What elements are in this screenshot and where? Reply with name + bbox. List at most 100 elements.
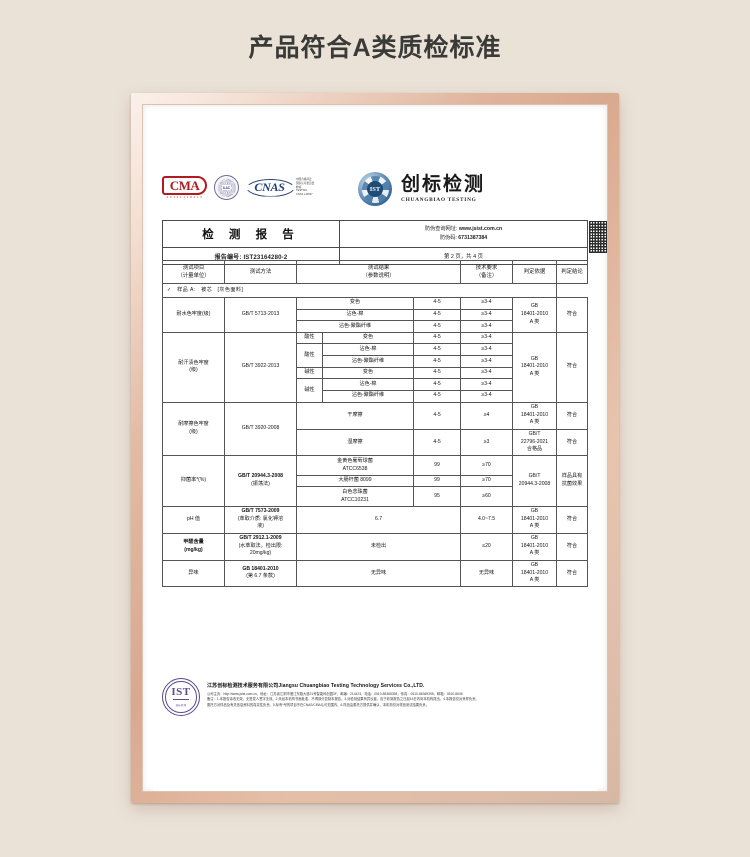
sample-label: ✓ 样品 A: 被芯 [灰色面料] [161,283,558,298]
cell-verdict: 符合 [556,532,588,561]
cma-number: 2 3 1 0 1 1 1 8 4 1 3 [166,196,203,199]
cell-side-label: 酸性 [296,343,323,368]
code-value: 6731387384 [458,235,488,241]
cell-method: GB/T 7573-2009 (萃取介质: 氯化钾溶 液) [224,505,297,534]
cell-result: 99 [412,474,462,488]
report-header-row-2: 报告编号: IST23164280-2 第 2 页，共 4 页 [163,247,587,264]
col-tech-requirement: 技术要求 （备注） [460,259,514,285]
cell-desc: 变色 [322,366,414,380]
page-title: 产品符合A类质检标准 [248,34,502,62]
table-row: 白色念珠菌 ATCC10231 95 ≥60 [163,486,588,507]
cell-result: 6.7 [295,505,462,534]
cnas-label: CNAS [254,180,285,194]
cell-desc: 沾色-棉 [322,378,414,391]
table-row: 耐水色牢度(级) GB/T 5713-2013 变色 4-5 ≥3-4 GB 1… [162,296,588,333]
ilac-label: ILAC [221,185,232,190]
cell-method: GB/T 3920-2008 [224,401,297,457]
picture-frame: CMA 2 3 1 0 1 1 1 8 4 1 3 ILAC CNAS 中国合格… [131,93,619,803]
cell-item: pH 值 [162,505,225,534]
ist-seal-icon: IST 创标检测 [162,678,200,716]
footer-contact-line: 公司主页：http://www.jsist.com.cn，地址：江苏省江阴市澄江… [207,691,463,696]
seal-text: IST [171,686,191,699]
ist-brand: IST 创标检测 CHUANGBIAO TESTING [358,172,485,206]
ist-logo-icon: IST [358,172,392,206]
ist-mark-label: IST [367,181,383,197]
site-url[interactable]: www.jsist.com.cn [458,226,503,233]
anti-counterfeit-info: 防伪查询网址: www.jsist.com.cn 防伪码: 6731387384 [425,222,502,245]
report-header-box: 检 测 报 告 防伪查询网址: www.jsist.com.cn 防伪码: 67… [162,220,607,265]
cell-requirement: ≥3-4 [460,296,514,310]
cell-method: GB/T 2912.1-2009 (水萃取法。检出限: 20mg/kg) [224,532,297,561]
cell-basis: GB 18401-2010 A 类 [512,331,558,403]
footer-notes-line-2: 委托方对样品及有关信息资料的真实性负责。5.标有*号的项目不在CNAS/CMA认… [207,703,429,708]
cell-basis: GB 18401-2010 A 类 [512,559,558,588]
cnas-side-text: 中国合格评定 国家认可委员会 检验 TESTING CNAS L10547 [296,178,315,197]
footer-notes-line-1: 备注：1.本报告涂改无效，无签发人签字无效。2.未经本机构书面批准，不得部分复制… [207,697,479,702]
report-number: 报告编号: IST23164280-2 [214,254,288,261]
cell-result: 4-5 [412,378,462,391]
cell-desc: 大肠杆菌 8099 [296,474,414,488]
cnas-mark: CNAS [246,177,293,199]
cell-verdict: 符合 [556,331,588,403]
cell-requirement: ≥4 [460,401,514,430]
cell-requirement: ≥3-4 [460,308,514,322]
col-judgement-basis: 判定依据 [512,259,558,285]
table-row: 沾色-聚酯纤维 4-5 ≥3-4 [163,389,588,403]
cell-method: GB/T 3922-2013 [224,331,297,403]
cell-desc: 沾色-聚酯纤维 [322,389,414,403]
seal-subtext: 创标检测 [175,703,187,707]
report-no-cell: 报告编号: IST23164280-2 [163,248,339,264]
brand-name-cn: 创标检测 [401,173,486,195]
brand-name-en: CHUANGBIAO TESTING [401,197,477,204]
page-info: 第 2 页，共 4 页 [444,254,483,260]
qr-code-icon [589,221,607,253]
accreditation-marks: CMA 2 3 1 0 1 1 1 8 4 1 3 ILAC CNAS 中国合格… [162,175,314,200]
cell-result: 4-5 [412,343,462,357]
cell-requirement: ≥3-4 [460,355,514,368]
cell-result: 4-5 [412,401,462,430]
table-row: 耐摩擦色牢度 (级) GB/T 3920-2008 干摩擦 4-5 ≥4 GB … [162,401,588,457]
cell-result: 4-5 [412,428,462,457]
table-row: 抑菌率*(%) GB/T 20944.3-2008 (振荡法) 金黄色葡萄球菌 … [162,455,588,507]
cell-verdict: 样品具有 抗菌效果 [556,455,588,507]
cell-method: GB/T 5713-2013 [224,296,297,333]
cell-requirement: ≥60 [460,486,514,507]
cell-requirement: ≥70 [460,474,514,488]
cell-result: 4-5 [412,308,462,322]
cell-basis: GB/T 22796-2021 合格品 [512,428,558,457]
cell-side-label: 酸性 [296,331,323,345]
table-row: pH 值 GB/T 7573-2009 (萃取介质: 氯化钾溶 液) 6.7 4… [162,505,588,534]
table-row: 沾色-聚酯纤维 4-5 ≥3-4 [163,320,588,333]
cell-result: 95 [412,486,462,507]
sample-row: ✓ 样品 A: 被芯 [灰色面料] [161,283,588,298]
cell-desc: 变色 [322,331,414,345]
cell-desc: 变色 [296,296,414,310]
cell-side-label: 碱性 [296,366,323,380]
cell-requirement: ≤20 [460,532,514,561]
cell-desc: 金黄色葡萄球菌 ATCC6538 [296,455,414,476]
report-title: 检 测 报 告 [202,229,300,241]
cell-requirement: ≥3-4 [460,331,514,345]
cell-side-label: 碱性 [296,378,323,403]
cell-item: 甲醛含量 (mg/kg) [162,532,225,561]
page-info-cell: 第 2 页，共 4 页 [339,248,587,264]
cma-icon: CMA 2 3 1 0 1 1 1 8 4 1 3 [162,176,207,199]
col-test-item: 测试项目 （计量单位） [162,259,225,285]
seal-rule [173,699,189,701]
cell-basis: GB 18401-2010 A 类 [512,532,558,561]
logo-row: CMA 2 3 1 0 1 1 1 8 4 1 3 ILAC CNAS 中国合格… [162,172,588,214]
frame-mat: CMA 2 3 1 0 1 1 1 8 4 1 3 ILAC CNAS 中国合格… [142,104,608,792]
cell-item: 耐水色牢度(级) [162,296,225,333]
col-test-result: 测试结果 （参数说明） [295,259,462,285]
table-row: 耐汗渍色牢度 (级) GB/T 3922-2013 酸性 变色 4-5 ≥3-4… [162,331,588,403]
cell-requirement: ≥3 [460,428,514,457]
cell-verdict: 符合 [556,296,588,333]
document-footer: IST 创标检测 江苏创标检测技术服务有限公司Jiangsu Chuangbia… [162,678,588,716]
cell-desc: 湿摩擦 [296,428,414,457]
cell-verdict: 符合 [556,559,588,588]
cell-item: 异味 [162,559,225,588]
cell-result: 未检出 [295,532,462,561]
cell-basis: GB 18401-2010 A 类 [512,401,558,430]
cell-result: 99 [412,455,462,476]
